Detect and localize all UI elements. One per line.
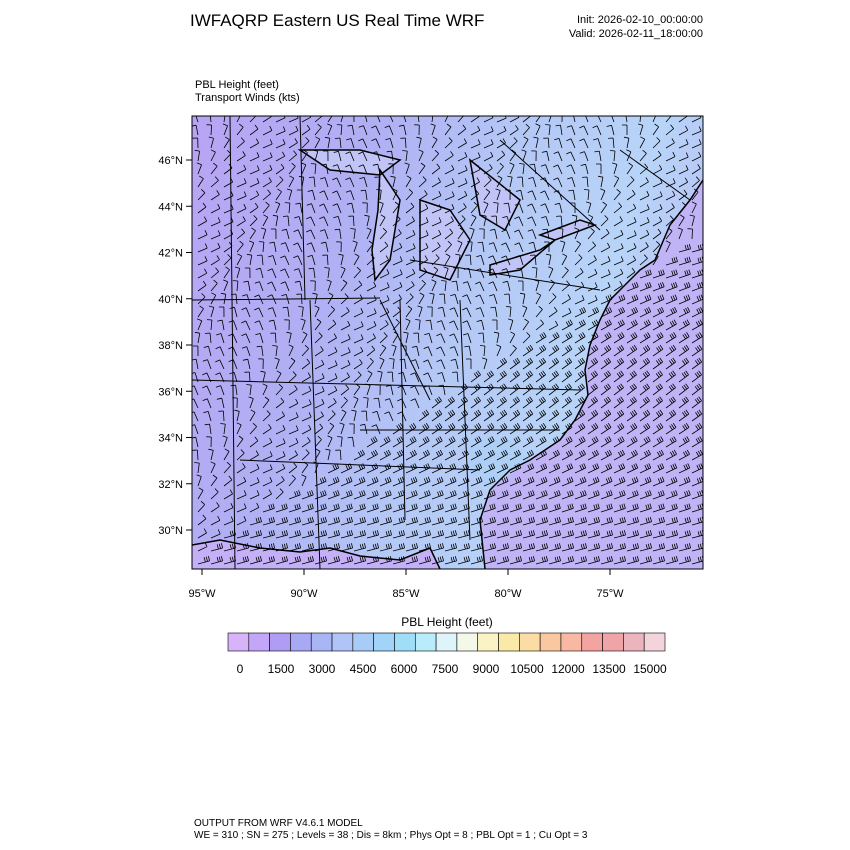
- lon-label: 85°W: [392, 588, 420, 600]
- colorbar-box: [290, 632, 312, 652]
- colorbar: 0 1500 3000 4500 6000 7500 9000 10500 12000 13500…: [227, 632, 667, 676]
- lon-label: 80°W: [494, 588, 522, 600]
- colorbar-box: [373, 632, 395, 652]
- colorbar-box: [477, 632, 499, 652]
- footer-line: WE = 310 ; SN = 275 ; Levels = 38 ; Dis …: [194, 830, 588, 841]
- colorbar-label: 4500: [350, 662, 377, 676]
- colorbar-box: [519, 632, 541, 652]
- colorbar-box: [310, 632, 333, 652]
- lat-label: 36°N: [158, 386, 183, 398]
- colorbar-box: [498, 632, 520, 652]
- colorbar-box: [623, 632, 645, 652]
- init-time: Init: 2026-02-10_00:00:00: [577, 14, 703, 26]
- lat-label: 30°N: [158, 525, 183, 537]
- colorbar-label: 15000: [633, 662, 667, 676]
- colorbar-box: [394, 632, 416, 652]
- map: [192, 116, 703, 569]
- colorbar-box: [456, 632, 479, 652]
- colorbar-box: [352, 632, 374, 652]
- state-borders: [192, 116, 691, 569]
- lat-label: 42°N: [158, 248, 183, 260]
- lat-label: 40°N: [158, 294, 183, 306]
- colorbar-label: 0: [237, 662, 244, 676]
- colorbar-title: PBL Height (feet): [401, 615, 493, 629]
- lon-label: 75°W: [596, 588, 624, 600]
- colorbar-box: [331, 632, 354, 652]
- colorbar-label: 13500: [592, 662, 626, 676]
- lat-label: 46°N: [158, 155, 183, 167]
- lat-label: 32°N: [158, 479, 183, 491]
- wind-barbs: [192, 116, 703, 565]
- colorbar-label: 1500: [268, 662, 295, 676]
- colorbar-label: 10500: [510, 662, 544, 676]
- lat-label: 44°N: [158, 201, 183, 213]
- colorbar-label: 6000: [391, 662, 418, 676]
- colorbar-box: [643, 632, 666, 652]
- colorbar-box: [435, 632, 458, 652]
- lat-label: 34°N: [158, 433, 183, 445]
- wind-label: Transport Winds (kts): [195, 92, 300, 104]
- map-frame: [191, 115, 704, 570]
- colorbar-box: [269, 632, 291, 652]
- colorbar-box: [248, 632, 270, 652]
- colorbar-label: 7500: [432, 662, 459, 676]
- title: IWFAQRP Eastern US Real Time WRF: [190, 11, 484, 30]
- colorbar-box: [414, 632, 437, 652]
- footer-line: OUTPUT FROM WRF V4.6.1 MODEL: [194, 818, 363, 829]
- valid-time: Valid: 2026-02-11_18:00:00: [569, 28, 703, 40]
- colorbar-box: [560, 632, 583, 652]
- colorbar-box: [227, 632, 250, 652]
- colorbar-box: [539, 632, 562, 652]
- colorbar-label: 9000: [473, 662, 500, 676]
- lon-label: 95°W: [188, 588, 216, 600]
- coastline: [192, 179, 703, 569]
- colorbar-box: [602, 632, 624, 652]
- colorbar-label: 12000: [551, 662, 585, 676]
- colorbar-label: 3000: [309, 662, 336, 676]
- lat-label: 38°N: [158, 340, 183, 352]
- field-label: PBL Height (feet): [195, 79, 279, 91]
- colorbar-box: [581, 632, 603, 652]
- lon-label: 90°W: [290, 588, 318, 600]
- map-axes: 46°N 44°N 42°N 40°N 38°N 36°N 34°N 32°N 30°N 95°W…: [158, 155, 624, 600]
